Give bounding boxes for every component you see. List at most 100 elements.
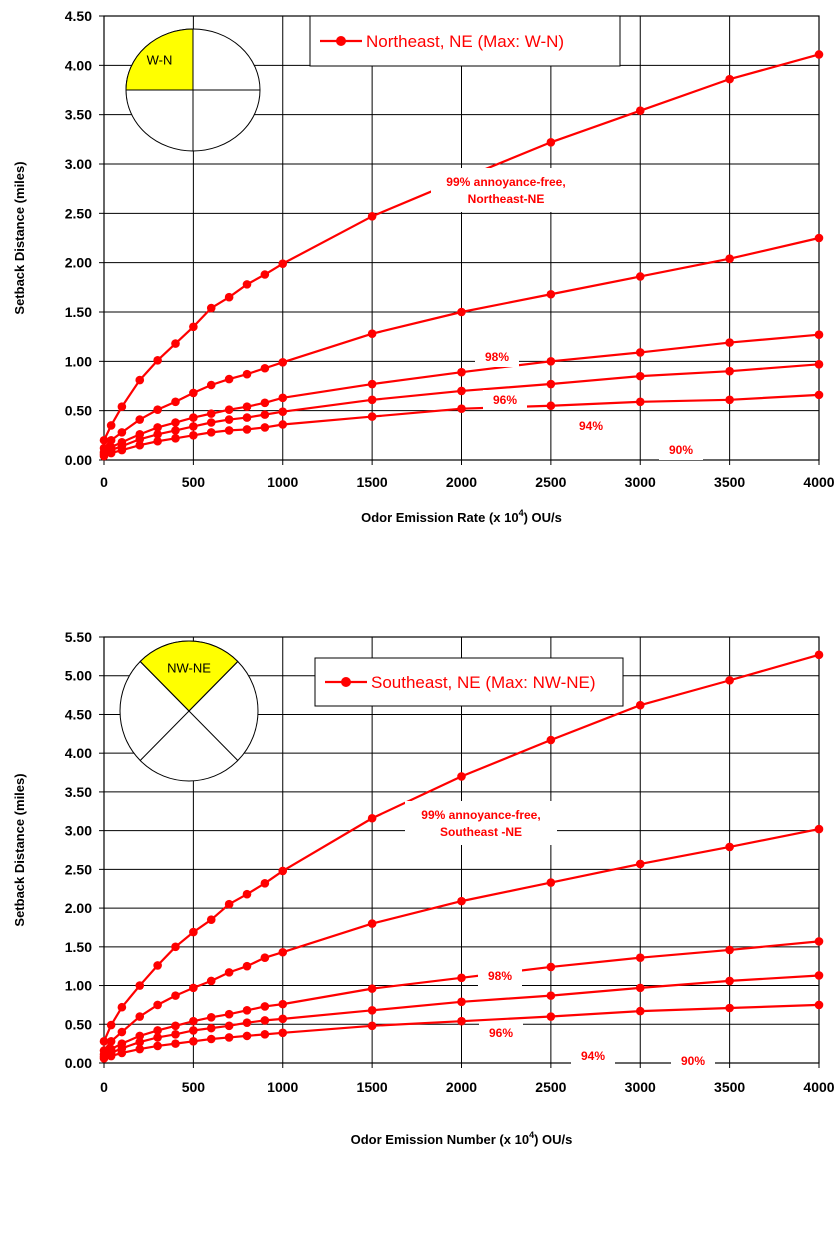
series-0-point (457, 772, 466, 781)
series-3-point (189, 1026, 198, 1035)
series-0-point (189, 322, 198, 332)
series-1-point (260, 953, 270, 962)
series-1-point (153, 1000, 162, 1010)
y-axis-title: Setback Distance (miles) (12, 161, 27, 314)
series-3-point (260, 1016, 270, 1025)
series-4-point (260, 423, 270, 432)
series-0-point (260, 270, 270, 279)
series-label-line1: 99% annoyance-free, (446, 175, 565, 189)
series-0-point (153, 356, 162, 365)
x-tick-label: 2000 (446, 474, 477, 490)
series-label-text: 96% (493, 393, 517, 407)
y-tick-label: 3.00 (65, 823, 92, 839)
series-label-2: 96% (479, 1023, 523, 1043)
x-tick-label: 3500 (714, 474, 745, 490)
series-label-box (671, 1051, 715, 1071)
series-1-point (278, 947, 288, 957)
series-2-point (546, 962, 556, 972)
series-4-point (635, 397, 645, 407)
compass-inset: NW-NE (119, 640, 259, 782)
y-tick-label: 2.00 (65, 900, 92, 916)
series-0-point (814, 650, 824, 660)
y-tick-label: 0.50 (65, 1016, 92, 1032)
series-label-box (478, 966, 522, 986)
series-2-point (725, 945, 734, 955)
series-4-point (278, 420, 288, 429)
series-label-text: 90% (669, 443, 693, 457)
series-0-point (99, 1037, 109, 1046)
series-label-0: 99% annoyance-free, Northeast-NE (431, 168, 581, 212)
x-axis-title: Odor Emission Number (x 104) OU/s (351, 1130, 573, 1147)
series-0-point (135, 981, 145, 990)
y-tick-label: 1.00 (65, 978, 92, 994)
series-2-point (171, 418, 180, 427)
x-tick-label: 3000 (625, 474, 656, 490)
y-tick-label: 4.50 (65, 706, 92, 722)
y-tick-label: 1.00 (65, 353, 92, 369)
series-0-point (278, 259, 288, 268)
series-3-point (224, 415, 234, 424)
series-2-point (814, 937, 824, 946)
x-tick-label: 4000 (803, 1079, 834, 1095)
series-0-point (189, 927, 198, 937)
series-label-line2: Southeast -NE (440, 825, 522, 839)
series-0-point (546, 137, 556, 147)
series-3-point (260, 410, 270, 419)
x-tick-label: 1500 (357, 1079, 388, 1095)
y-tick-label: 3.00 (65, 156, 92, 172)
series-3-point (725, 976, 734, 986)
series-label-box (571, 1046, 615, 1066)
series-label-box (659, 440, 703, 460)
compass-inset: W-N (125, 28, 261, 152)
series-2-point (206, 1013, 216, 1022)
series-label-box (405, 801, 557, 845)
series-label-box (569, 416, 613, 436)
x-tick-label: 0 (100, 474, 108, 490)
series-0-point (546, 735, 556, 745)
series-label-line1: 99% annoyance-free, (421, 808, 540, 822)
series-2-point (367, 379, 377, 389)
series-0-point (135, 375, 145, 385)
chart-northeast: 0 500 1000 1500 2000 2500 3000 3500 4000 0.00 0.50… (12, 8, 835, 525)
series-2-point (224, 1009, 234, 1019)
series-label-text: 94% (581, 1049, 605, 1063)
x-tick-label: 3000 (625, 1079, 656, 1095)
y-tick-label: 2.00 (65, 255, 92, 271)
series-3-point (153, 1033, 162, 1042)
series-4-point (206, 428, 216, 437)
legend: Northeast, NE (Max: W-N) (309, 15, 621, 67)
series-3-point (242, 413, 252, 422)
series-4-point (224, 426, 234, 435)
series-0-point (367, 813, 377, 823)
y-tick-label: 0.50 (65, 403, 92, 419)
series-line-0 (103, 53, 820, 441)
series-3-point (367, 395, 377, 405)
series-1-point (106, 1037, 116, 1046)
series-2-point (635, 953, 645, 962)
series-4-point (206, 1034, 216, 1044)
series-3-point (189, 422, 198, 431)
series-1-point (635, 272, 645, 281)
series-1-point (546, 289, 556, 299)
series-1-point (242, 369, 252, 379)
series-3-point (367, 1006, 377, 1015)
legend-marker (336, 36, 346, 46)
series-3-point (153, 430, 162, 439)
series-1-point (635, 859, 645, 869)
series-label-1: 98% (478, 966, 522, 986)
series-4-point (135, 1044, 145, 1054)
series-4-point (546, 401, 556, 411)
series-1-point (367, 919, 377, 928)
series-4-point (278, 1028, 288, 1038)
series-1-point (224, 968, 234, 977)
series-2-point (206, 409, 216, 418)
series-3-point (171, 1030, 180, 1039)
series-2-point (635, 348, 645, 357)
series-2-point (242, 1006, 252, 1015)
series-2-point (278, 393, 288, 403)
series-0-point (171, 339, 180, 348)
series-1-point (457, 896, 466, 906)
series-4-point (171, 433, 180, 443)
x-tick-label: 2500 (535, 1079, 566, 1095)
series-2-point (260, 1002, 270, 1011)
